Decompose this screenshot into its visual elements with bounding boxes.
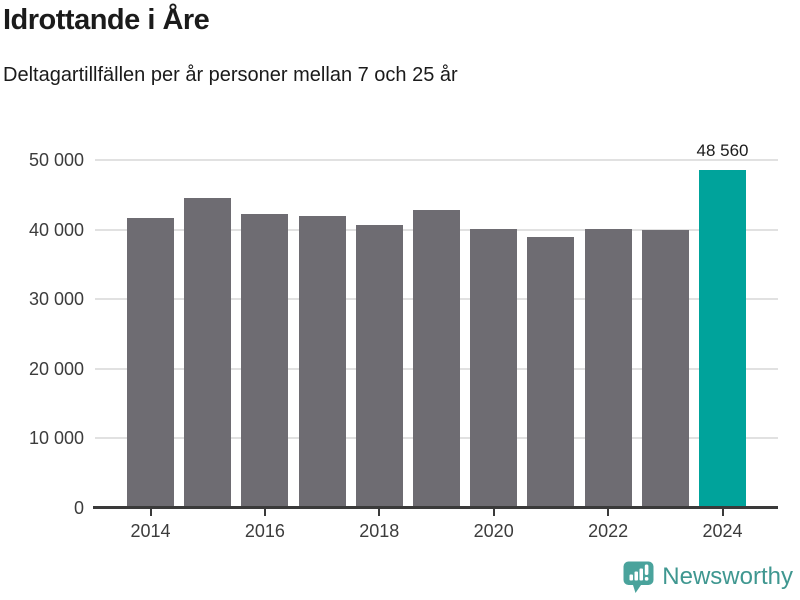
x-tick-2020 xyxy=(492,509,495,516)
y-axis-label-20000: 20 000 xyxy=(28,358,84,379)
chart-title: Idrottande i Åre xyxy=(3,4,210,36)
x-axis-label-2022: 2022 xyxy=(588,521,629,541)
newsworthy-wordmark: Newsworthy xyxy=(662,563,793,590)
x-axis-line xyxy=(93,506,778,509)
bar-2016 xyxy=(241,213,289,508)
bar-2018 xyxy=(355,225,403,508)
bar-2020 xyxy=(470,228,518,508)
x-tick-2016 xyxy=(263,509,266,516)
plot-area: 48 560 xyxy=(93,141,778,509)
bar-2024 xyxy=(699,170,746,508)
bar-2019 xyxy=(413,210,460,508)
bar-2022 xyxy=(584,228,632,508)
x-axis-label-2020: 2020 xyxy=(473,521,514,541)
highlight-value-label: 48 560 xyxy=(696,141,749,161)
bar-2021 xyxy=(527,237,575,508)
y-axis-label-0: 0 xyxy=(73,498,84,518)
x-tick-2024 xyxy=(721,509,724,516)
bar-2017 xyxy=(298,216,346,508)
x-tick-2022 xyxy=(607,509,610,516)
x-axis-label-2016: 2016 xyxy=(244,521,285,541)
y-axis-label-50000: 50 000 xyxy=(28,150,84,170)
y-axis-label-30000: 30 000 xyxy=(28,289,84,310)
bar-2023 xyxy=(641,229,689,508)
chart-subtitle: Deltagartillfällen per år personer mella… xyxy=(3,64,458,86)
x-tick-2014 xyxy=(149,509,152,516)
x-axis-label-2014: 2014 xyxy=(130,521,171,541)
newsworthy-logo-icon xyxy=(622,560,655,594)
bar-2014 xyxy=(127,217,174,508)
x-axis-label-2018: 2018 xyxy=(359,521,400,541)
y-axis-label-40000: 40 000 xyxy=(28,219,84,240)
x-tick-2018 xyxy=(378,509,381,516)
bar-2015 xyxy=(184,197,232,508)
x-axis-label-2024: 2024 xyxy=(702,521,743,541)
y-axis-label-10000: 10 000 xyxy=(28,428,84,449)
newsworthy-brand-link[interactable]: Newsworthy xyxy=(622,560,793,594)
gridline-50000 xyxy=(95,159,778,161)
